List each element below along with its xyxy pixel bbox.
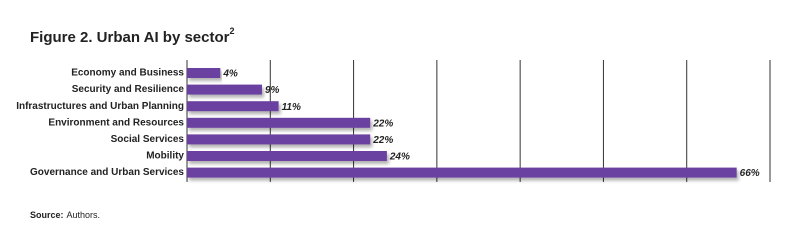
value-label: 22%	[372, 118, 393, 129]
source: Source: Authors.	[30, 210, 100, 220]
title-text: Figure 2. Urban AI by sector	[30, 29, 230, 46]
category-label: Security and Resilience	[72, 84, 185, 95]
value-label: 66%	[740, 168, 760, 179]
bar	[187, 101, 279, 112]
bar	[187, 68, 221, 78]
plot: Economy and Business 4% Security and Resil…	[16, 60, 771, 182]
chart-title: Figure 2. Urban AI by sector2	[30, 26, 235, 46]
bar	[187, 84, 262, 95]
value-label: 22%	[372, 135, 393, 146]
bar	[187, 117, 371, 128]
value-label: 11%	[282, 102, 301, 113]
category-label: Environment and Resources	[48, 117, 184, 128]
bar	[187, 167, 737, 178]
bar	[187, 151, 387, 161]
category-label: Mobility	[146, 151, 184, 162]
source-text: Authors.	[67, 210, 101, 220]
bar	[187, 134, 371, 145]
source-label: Source:	[30, 210, 64, 220]
category-label: Infrastructures and Urban Planning	[16, 101, 184, 112]
category-label: Economy and Business	[71, 68, 184, 79]
value-label: 4%	[222, 69, 238, 80]
title-footnote: 2	[230, 26, 235, 36]
value-label: 9%	[265, 85, 280, 96]
category-label: Social Services	[111, 134, 185, 145]
chart: Figure 2. Urban AI by sector2 Source: Aut…	[16, 26, 771, 220]
category-label: Governance and Urban Services	[30, 167, 184, 178]
value-label: 24%	[389, 152, 410, 163]
